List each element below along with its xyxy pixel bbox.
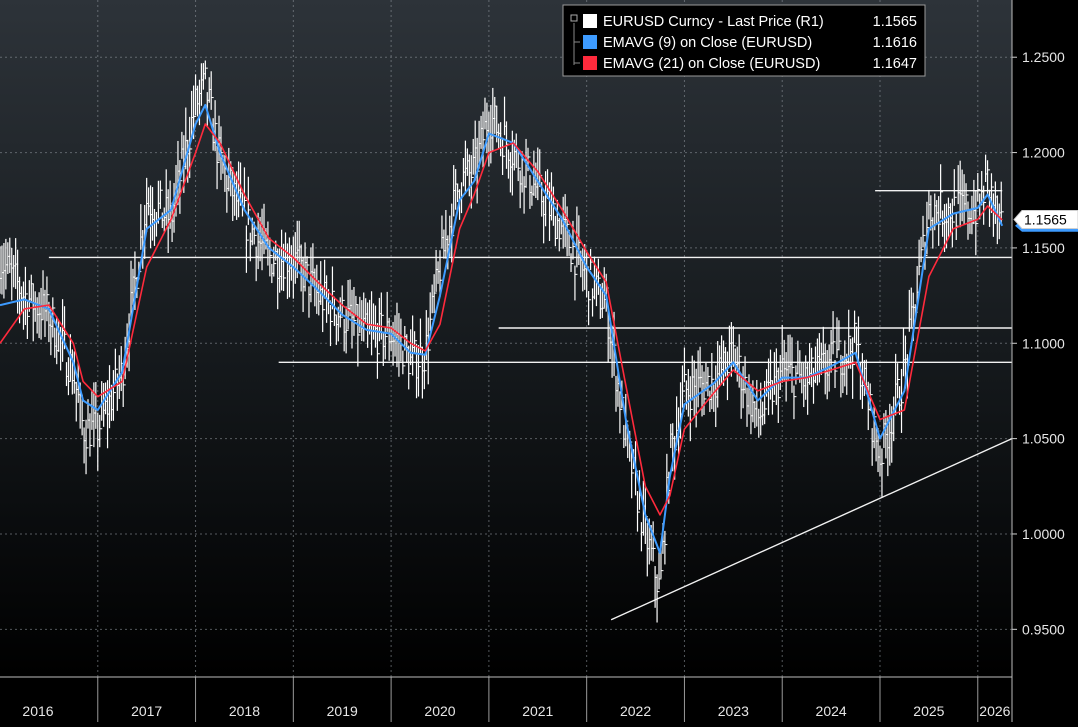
x-year-label: 2021	[522, 703, 553, 719]
y-tick-label: 1.0500	[1022, 431, 1065, 447]
ema-21-line	[0, 123, 1003, 516]
last-price-tag-label: 1.1565	[1024, 212, 1067, 228]
legend-swatch	[583, 35, 597, 49]
legend-swatch	[583, 14, 597, 28]
x-year-label: 2020	[424, 703, 455, 719]
y-tick-label: 1.2000	[1022, 145, 1065, 161]
ema-lines	[0, 103, 1004, 554]
y-tick-label: 1.1500	[1022, 240, 1065, 256]
legend-collapse-icon	[570, 14, 578, 22]
x-year-label: 2023	[718, 703, 749, 719]
x-year-label: 2019	[327, 703, 358, 719]
annotations	[48, 190, 1013, 621]
legend-box	[562, 4, 926, 77]
trendline	[610, 437, 1013, 621]
y-tick-label: 0.9500	[1022, 621, 1065, 637]
y-tick-label: 1.0000	[1022, 526, 1065, 542]
legend-label: EMAVG (21) on Close (EURUSD)	[603, 56, 820, 72]
x-axis-background	[0, 677, 1012, 722]
legend-label: EMAVG (9) on Close (EURUSD)	[603, 35, 812, 51]
x-year-label: 2026	[979, 703, 1010, 719]
legend: EURUSD Curncy - Last Price (R1) 1.1565 EMA…	[562, 4, 926, 77]
legend-value: 1.1647	[873, 56, 917, 72]
x-year-label: 2022	[620, 703, 651, 719]
y-axis-background	[1012, 0, 1078, 722]
legend-swatch	[583, 56, 597, 70]
legend-value: 1.1565	[873, 14, 917, 30]
x-year-label: 2016	[22, 703, 53, 719]
y-tick-label: 1.1000	[1022, 335, 1065, 351]
x-year-label: 2017	[131, 703, 162, 719]
legend-label: EURUSD Curncy - Last Price (R1)	[603, 14, 824, 30]
x-year-label: 2025	[913, 703, 944, 719]
x-year-label: 2024	[816, 703, 847, 719]
x-year-label: 2018	[229, 703, 260, 719]
last-price-tag	[1013, 210, 1078, 230]
ema-9-line	[0, 103, 1004, 554]
y-tick-label: 1.2500	[1022, 49, 1065, 65]
plot-background	[0, 0, 1012, 677]
legend-value: 1.1616	[873, 35, 917, 51]
